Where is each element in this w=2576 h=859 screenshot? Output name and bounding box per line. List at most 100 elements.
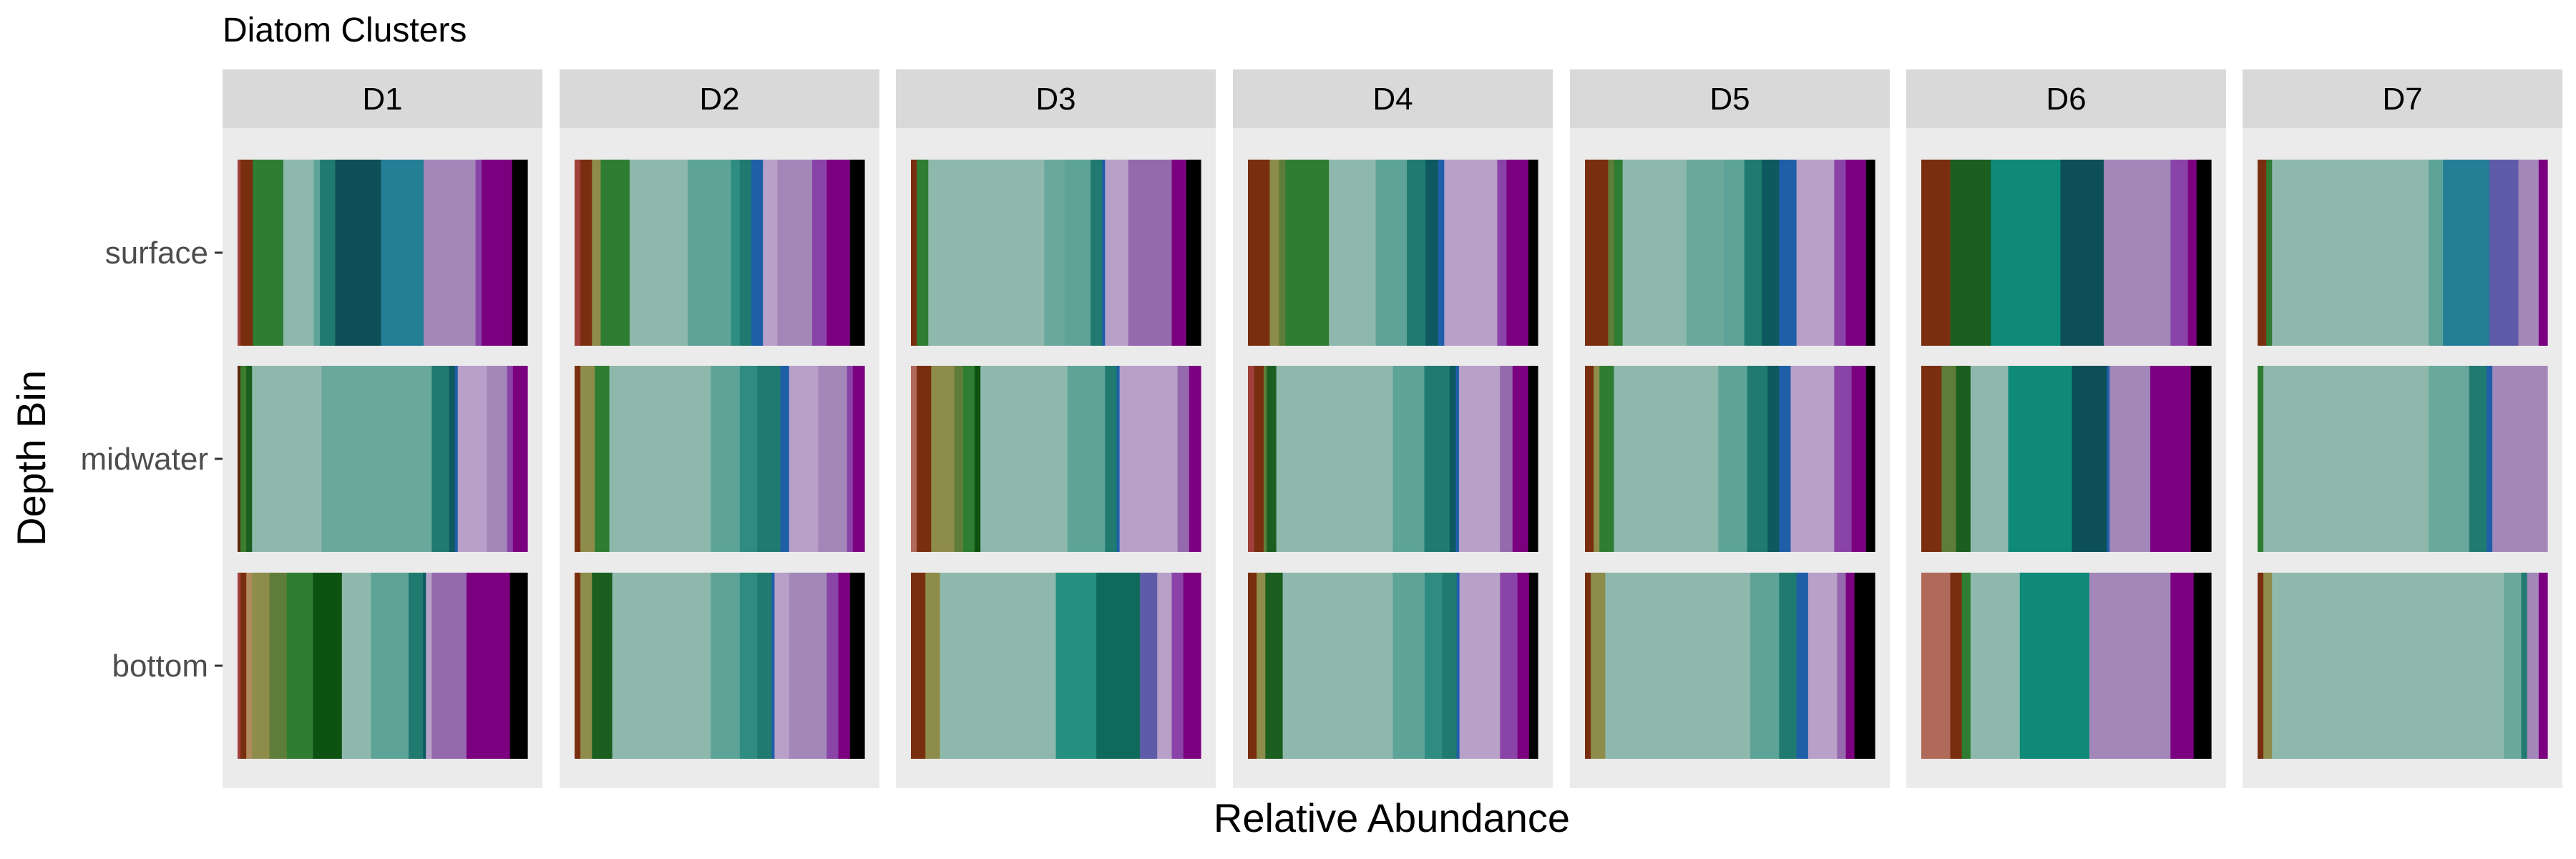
bar-segment [629,160,688,346]
facet-panel-D6: D6 [1906,69,2226,788]
bar-segment [371,573,409,759]
bar-segment [1865,160,1875,346]
bar-segment [592,160,602,346]
y-tick-label-bottom: bottom [112,649,208,684]
bar-segment [739,366,758,552]
facet-label-D7: D7 [2382,82,2422,117]
bar-segment [1497,160,1508,346]
bar-segment [1585,366,1594,552]
bar-segment [240,160,253,346]
bar-segment [818,366,848,552]
stacked-bar-D1-bottom [238,573,528,759]
bar-segment [980,366,1068,552]
bar-segment [849,160,865,346]
bar-segment [1458,366,1501,552]
bar-segment [1392,366,1425,552]
bar-segment [751,160,763,346]
bar-segment [320,160,336,346]
bar-segment [240,573,247,759]
bar-segment [1276,366,1394,552]
bar-segment [2170,160,2189,346]
bar-segment [1585,160,1609,346]
bar-segment [1599,366,1615,552]
bar-segment [1594,366,1600,552]
bar-segment [431,573,467,759]
bar-segment [812,160,827,346]
bar-segment [1265,573,1284,759]
bar-segment [580,160,592,346]
bar-segment [780,366,790,552]
bar-segment [580,573,592,759]
bar-segment [954,366,964,552]
facet-panel-D5: D5 [1570,69,1890,788]
bar-segment [1796,573,1809,759]
bar-segment [1750,573,1780,759]
bar-segment [2538,160,2548,346]
bar-segment [1105,366,1118,552]
stacked-bar-D2-midwater [575,366,865,552]
bar-segment [1991,160,2061,346]
bar-segment [911,366,917,552]
bar-segment [1854,573,1875,759]
bar-segment [940,573,1057,759]
bar-segment [1528,366,1538,552]
bar-segment [1248,573,1257,759]
stacked-bar-D5-bottom [1585,573,1875,759]
bar-segment [335,160,381,346]
bar-segment [2266,160,2273,346]
bar-segment [1282,573,1394,759]
bar-segment [1506,160,1529,346]
bar-segment [849,573,865,759]
facet-strip [560,69,879,128]
bar-segment [928,160,1045,346]
bar-segment [246,366,253,552]
bar-segment [1585,573,1591,759]
bar-segment [687,160,732,346]
facet-panel-D4: D4 [1233,69,1553,788]
bar-segment [838,573,851,759]
bar-segment [1285,160,1330,346]
stacked-bar-D6-bottom [1921,573,2212,759]
bar-segment [466,573,511,759]
bar-segment [757,366,781,552]
bar-segment [757,573,772,759]
bar-segment [1950,160,1991,346]
bar-segment [2019,573,2090,759]
bar-segment [252,573,270,759]
facet-strip [1906,69,2226,128]
bar-segment [2060,160,2104,346]
bar-segment [1102,160,1106,346]
y-tick-label-surface: surface [105,236,208,271]
bar-segment [1269,160,1280,346]
bar-segment [507,366,514,552]
bar-segment [2521,573,2528,759]
bar-segment [1157,573,1173,759]
bar-segment [612,573,711,759]
bar-segment [931,366,955,552]
bar-segment [1442,573,1458,759]
bar-segment [592,573,613,759]
facet-strip [223,69,542,128]
bar-segment [595,366,610,552]
bar-segment [512,160,528,346]
stacked-bar-D1-surface [238,160,528,346]
bar-segment [763,160,779,346]
bar-segment [1747,366,1768,552]
bar-segment [321,366,432,552]
bar-segment [1921,366,1942,552]
stacked-bar-D6-midwater [1921,366,2212,552]
bar-segment [1779,160,1797,346]
stacked-bar-D7-surface [2258,160,2548,346]
bar-segment [482,160,513,346]
bar-segment [1171,160,1187,346]
x-axis-label: Relative Abundance [1214,795,1570,840]
bar-segment [917,160,929,346]
bar-segment [381,160,424,346]
stacked-bar-D3-surface [911,160,1201,346]
bar-segment [774,573,790,759]
bar-segment [1424,366,1450,552]
bar-segment [2504,573,2522,759]
bar-segment [2538,573,2548,759]
bar-segment [1455,366,1460,552]
